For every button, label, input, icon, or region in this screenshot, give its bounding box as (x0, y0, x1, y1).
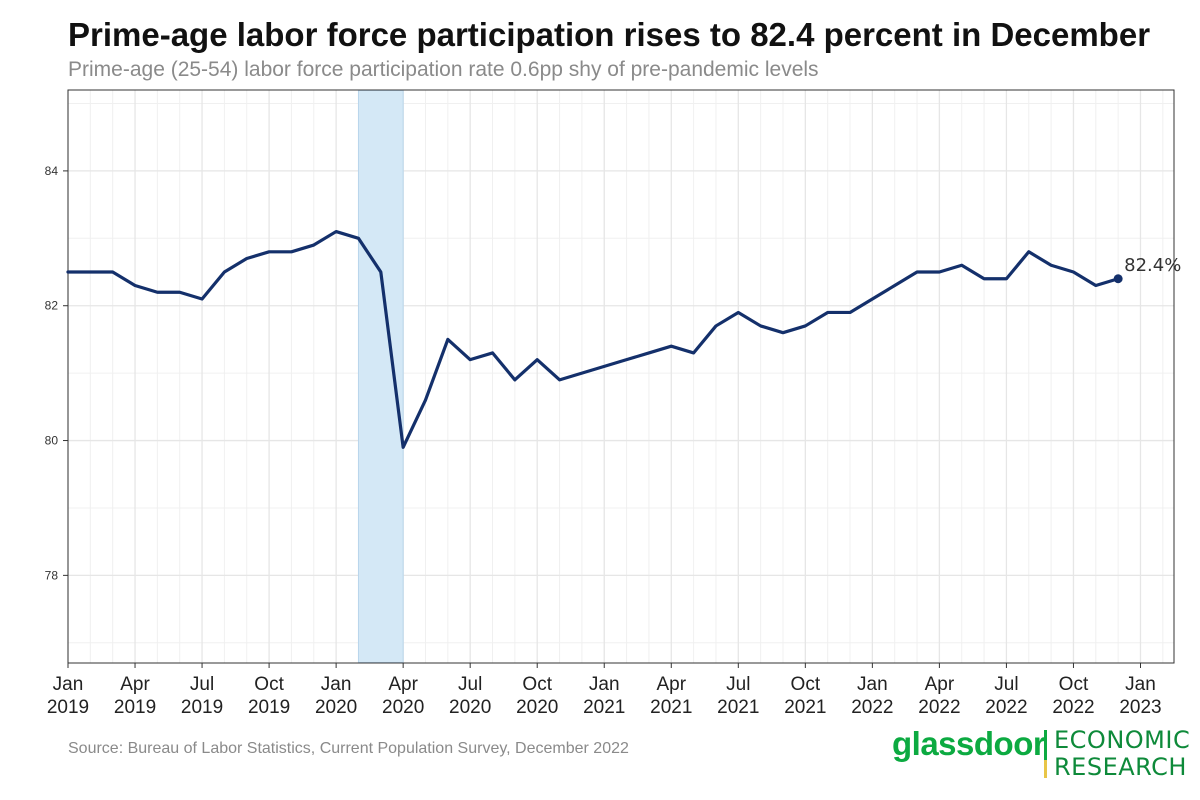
x-tick-label-month: Jan (321, 674, 352, 695)
x-tick-label-year: 2021 (717, 697, 759, 718)
x-tick-label-year: 2019 (181, 697, 223, 718)
x-tick-label-year: 2022 (851, 697, 893, 718)
x-tick-label-year: 2019 (248, 697, 290, 718)
x-tick-label-year: 2023 (1119, 697, 1161, 718)
x-tick-label-month: Apr (925, 674, 955, 695)
y-tick-label: 84 (45, 164, 59, 178)
recession-band (357, 90, 404, 663)
x-tick-label-month: Jan (1125, 674, 1156, 695)
x-tick-label-month: Jul (994, 674, 1018, 695)
x-tick-label-year: 2020 (382, 697, 424, 718)
logo-line-2: RESEARCH (1054, 753, 1187, 781)
x-tick-label-month: Jan (589, 674, 620, 695)
logo-wordmark: glassdoor (892, 725, 1046, 762)
chart-title: Prime-age labor force participation rise… (68, 16, 1151, 53)
x-tick-label-year: 2019 (114, 697, 156, 718)
y-tick-label: 78 (45, 568, 59, 582)
x-tick-label-year: 2021 (784, 697, 826, 718)
plot-panel (67, 89, 1175, 664)
x-tick-label-month: Jan (53, 674, 84, 695)
chart-background (67, 89, 1175, 664)
x-tick-label-month: Jan (857, 674, 888, 695)
chart-subtitle: Prime-age (25-54) labor force participat… (68, 58, 819, 81)
x-tick-label-year: 2022 (1052, 697, 1094, 718)
source-note: Source: Bureau of Labor Statistics, Curr… (68, 740, 629, 757)
series-layer: 82.4% (66, 229, 1181, 449)
x-tick-label-year: 2020 (449, 697, 491, 718)
x-tick-label-month: Oct (791, 674, 821, 695)
x-tick-label-year: 2021 (650, 697, 692, 718)
x-tick-label-year: 2019 (47, 697, 89, 718)
x-tick-label-month: Jul (190, 674, 214, 695)
x-tick-label-month: Apr (120, 674, 150, 695)
plot-border (67, 89, 1175, 664)
series-line (66, 229, 1120, 449)
y-tick-label: 80 (45, 434, 59, 448)
x-tick-label-year: 2020 (315, 697, 357, 718)
x-tick-label-month: Jul (726, 674, 750, 695)
x-tick-label-year: 2020 (516, 697, 558, 718)
x-tick-label-year: 2021 (583, 697, 625, 718)
x-tick-label-month: Oct (522, 674, 552, 695)
x-tick-label-month: Apr (656, 674, 686, 695)
logo-line-1: ECONOMIC (1054, 726, 1191, 754)
x-tick-label-month: Oct (1059, 674, 1089, 695)
glassdoor-economic-research-logo: glassdoor ECONOMIC RESEARCH (892, 724, 1190, 784)
axis-labels: 78808284Jan2019Apr2019Jul2019Oct2019Jan2… (45, 164, 1162, 718)
x-tick-label-month: Jul (458, 674, 482, 695)
x-tick-label-month: Oct (254, 674, 284, 695)
x-tick-label-month: Apr (388, 674, 418, 695)
x-tick-label-year: 2022 (985, 697, 1027, 718)
end-point (1113, 274, 1123, 284)
gridlines (67, 89, 1175, 664)
logo-divider (1044, 730, 1047, 778)
end-value-label: 82.4% (1124, 255, 1181, 276)
x-tick-label-year: 2022 (918, 697, 960, 718)
y-tick-label: 82 (45, 299, 59, 313)
